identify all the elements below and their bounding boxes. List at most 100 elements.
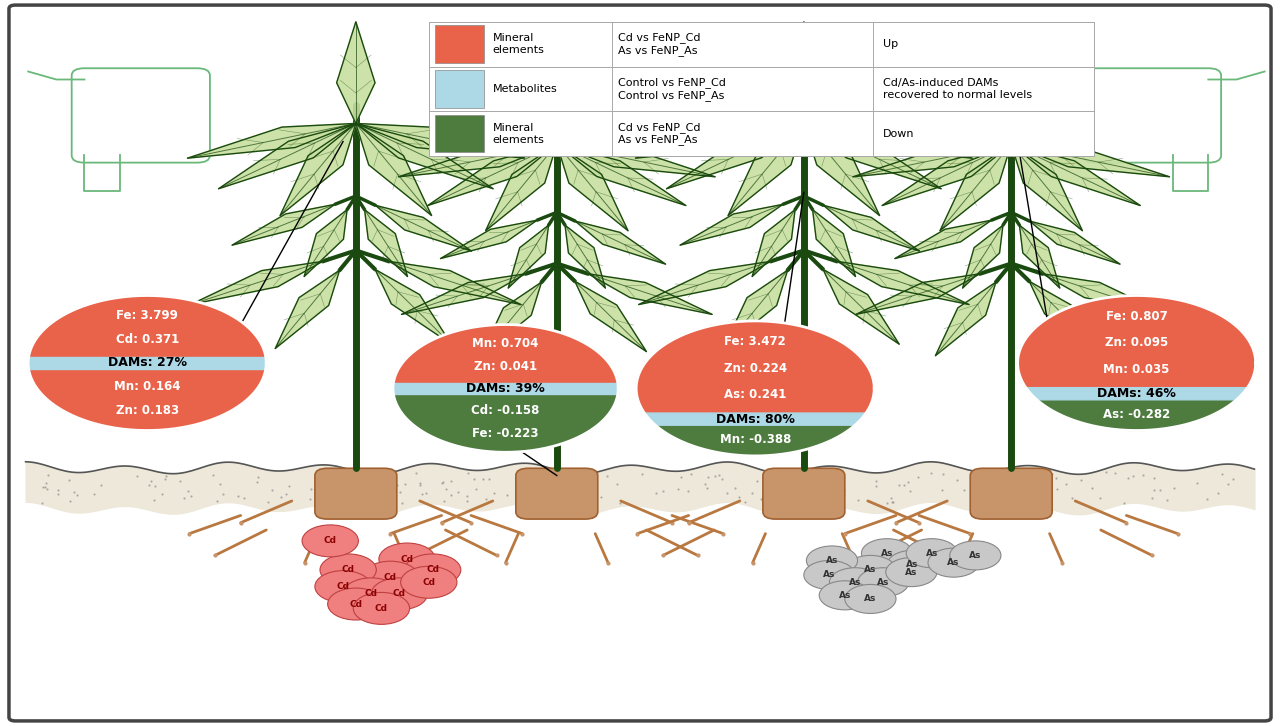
Polygon shape [365,210,407,277]
Polygon shape [1042,274,1166,314]
Polygon shape [393,325,618,452]
Polygon shape [940,144,1011,231]
Polygon shape [644,413,867,425]
Text: As: As [969,551,982,560]
Text: Cd: Cd [337,582,349,591]
Circle shape [928,548,979,577]
Circle shape [404,554,461,586]
Circle shape [829,568,881,597]
Polygon shape [588,274,712,314]
Polygon shape [508,225,549,288]
FancyBboxPatch shape [516,468,598,519]
Text: Metabolites: Metabolites [493,84,558,94]
Circle shape [371,578,428,610]
FancyBboxPatch shape [435,25,484,63]
Polygon shape [680,204,783,245]
Polygon shape [557,144,686,205]
Text: DAMs: 80%: DAMs: 80% [716,412,795,425]
FancyBboxPatch shape [763,468,845,519]
Polygon shape [813,210,855,277]
Polygon shape [356,123,525,158]
FancyBboxPatch shape [970,468,1052,519]
Polygon shape [219,123,356,189]
FancyBboxPatch shape [429,22,1094,67]
Text: Zn: 0.095: Zn: 0.095 [1105,336,1169,349]
Polygon shape [993,49,1029,144]
Polygon shape [398,144,557,177]
Circle shape [906,539,957,568]
Text: Mineral
elements: Mineral elements [493,123,545,144]
Polygon shape [895,220,992,258]
Polygon shape [804,123,879,216]
Circle shape [845,555,896,584]
Circle shape [320,554,376,586]
Polygon shape [639,261,771,305]
Text: Cd: Cd [393,590,406,598]
Text: Cd: Cd [422,578,435,587]
Polygon shape [785,22,823,123]
Text: As: As [826,556,838,565]
Polygon shape [1025,388,1248,400]
Text: DAMs: 27%: DAMs: 27% [108,356,187,370]
Circle shape [315,571,371,603]
Text: Mineral
elements: Mineral elements [493,33,545,55]
Polygon shape [852,144,1011,177]
Text: Cd vs FeNP_Cd
As vs FeNP_As: Cd vs FeNP_Cd As vs FeNP_As [618,122,700,145]
Circle shape [302,525,358,557]
Polygon shape [393,383,618,394]
Text: Up: Up [883,39,899,49]
FancyBboxPatch shape [435,115,484,152]
Text: As: As [849,578,861,587]
Text: As: As [864,566,877,574]
Text: Cd: Cd [365,590,378,598]
Text: As: As [947,558,960,567]
Text: Mn: 0.164: Mn: 0.164 [114,380,180,393]
Polygon shape [337,22,375,123]
Polygon shape [539,49,575,144]
Polygon shape [804,123,941,189]
Text: Cd: Cd [324,537,337,545]
Polygon shape [402,274,526,314]
Polygon shape [481,282,541,356]
Text: Fe: 3.799: Fe: 3.799 [116,309,178,322]
Circle shape [819,581,870,610]
Text: As: -0.282: As: -0.282 [1103,407,1170,420]
Polygon shape [1018,295,1256,388]
Circle shape [845,584,896,613]
Text: Cd: Cd [426,566,439,574]
Text: DAMs: 39%: DAMs: 39% [466,382,545,395]
Text: Cd vs FeNP_Cd
As vs FeNP_As: Cd vs FeNP_Cd As vs FeNP_As [618,33,700,56]
Polygon shape [485,144,557,231]
Text: As: 0.241: As: 0.241 [724,388,786,401]
Text: Zn: 0.183: Zn: 0.183 [115,404,179,417]
Text: Down: Down [883,129,915,139]
Text: Zn: 0.041: Zn: 0.041 [474,360,538,373]
Text: Fe: 0.807: Fe: 0.807 [1106,310,1167,323]
Circle shape [353,592,410,624]
Text: Zn: 0.224: Zn: 0.224 [723,362,787,375]
Polygon shape [393,325,618,383]
Polygon shape [356,123,493,189]
Text: Control vs FeNP_Cd
Control vs FeNP_As: Control vs FeNP_Cd Control vs FeNP_As [618,77,726,101]
Circle shape [806,546,858,575]
Text: As: As [838,591,851,600]
Polygon shape [1019,225,1060,288]
Text: Fe: 3.472: Fe: 3.472 [724,335,786,348]
Polygon shape [280,123,356,216]
Polygon shape [305,210,347,277]
Polygon shape [557,144,716,177]
Polygon shape [575,221,666,264]
Polygon shape [28,295,266,431]
Circle shape [861,539,913,568]
Polygon shape [728,123,804,216]
Polygon shape [375,269,452,344]
Polygon shape [1018,295,1256,431]
Polygon shape [636,321,874,456]
Polygon shape [1011,144,1170,177]
Polygon shape [28,357,266,369]
Text: As: As [925,549,938,558]
Text: As: As [823,571,836,579]
Text: DAMs: 46%: DAMs: 46% [1097,387,1176,400]
Polygon shape [356,123,431,216]
Text: As: As [905,568,918,576]
